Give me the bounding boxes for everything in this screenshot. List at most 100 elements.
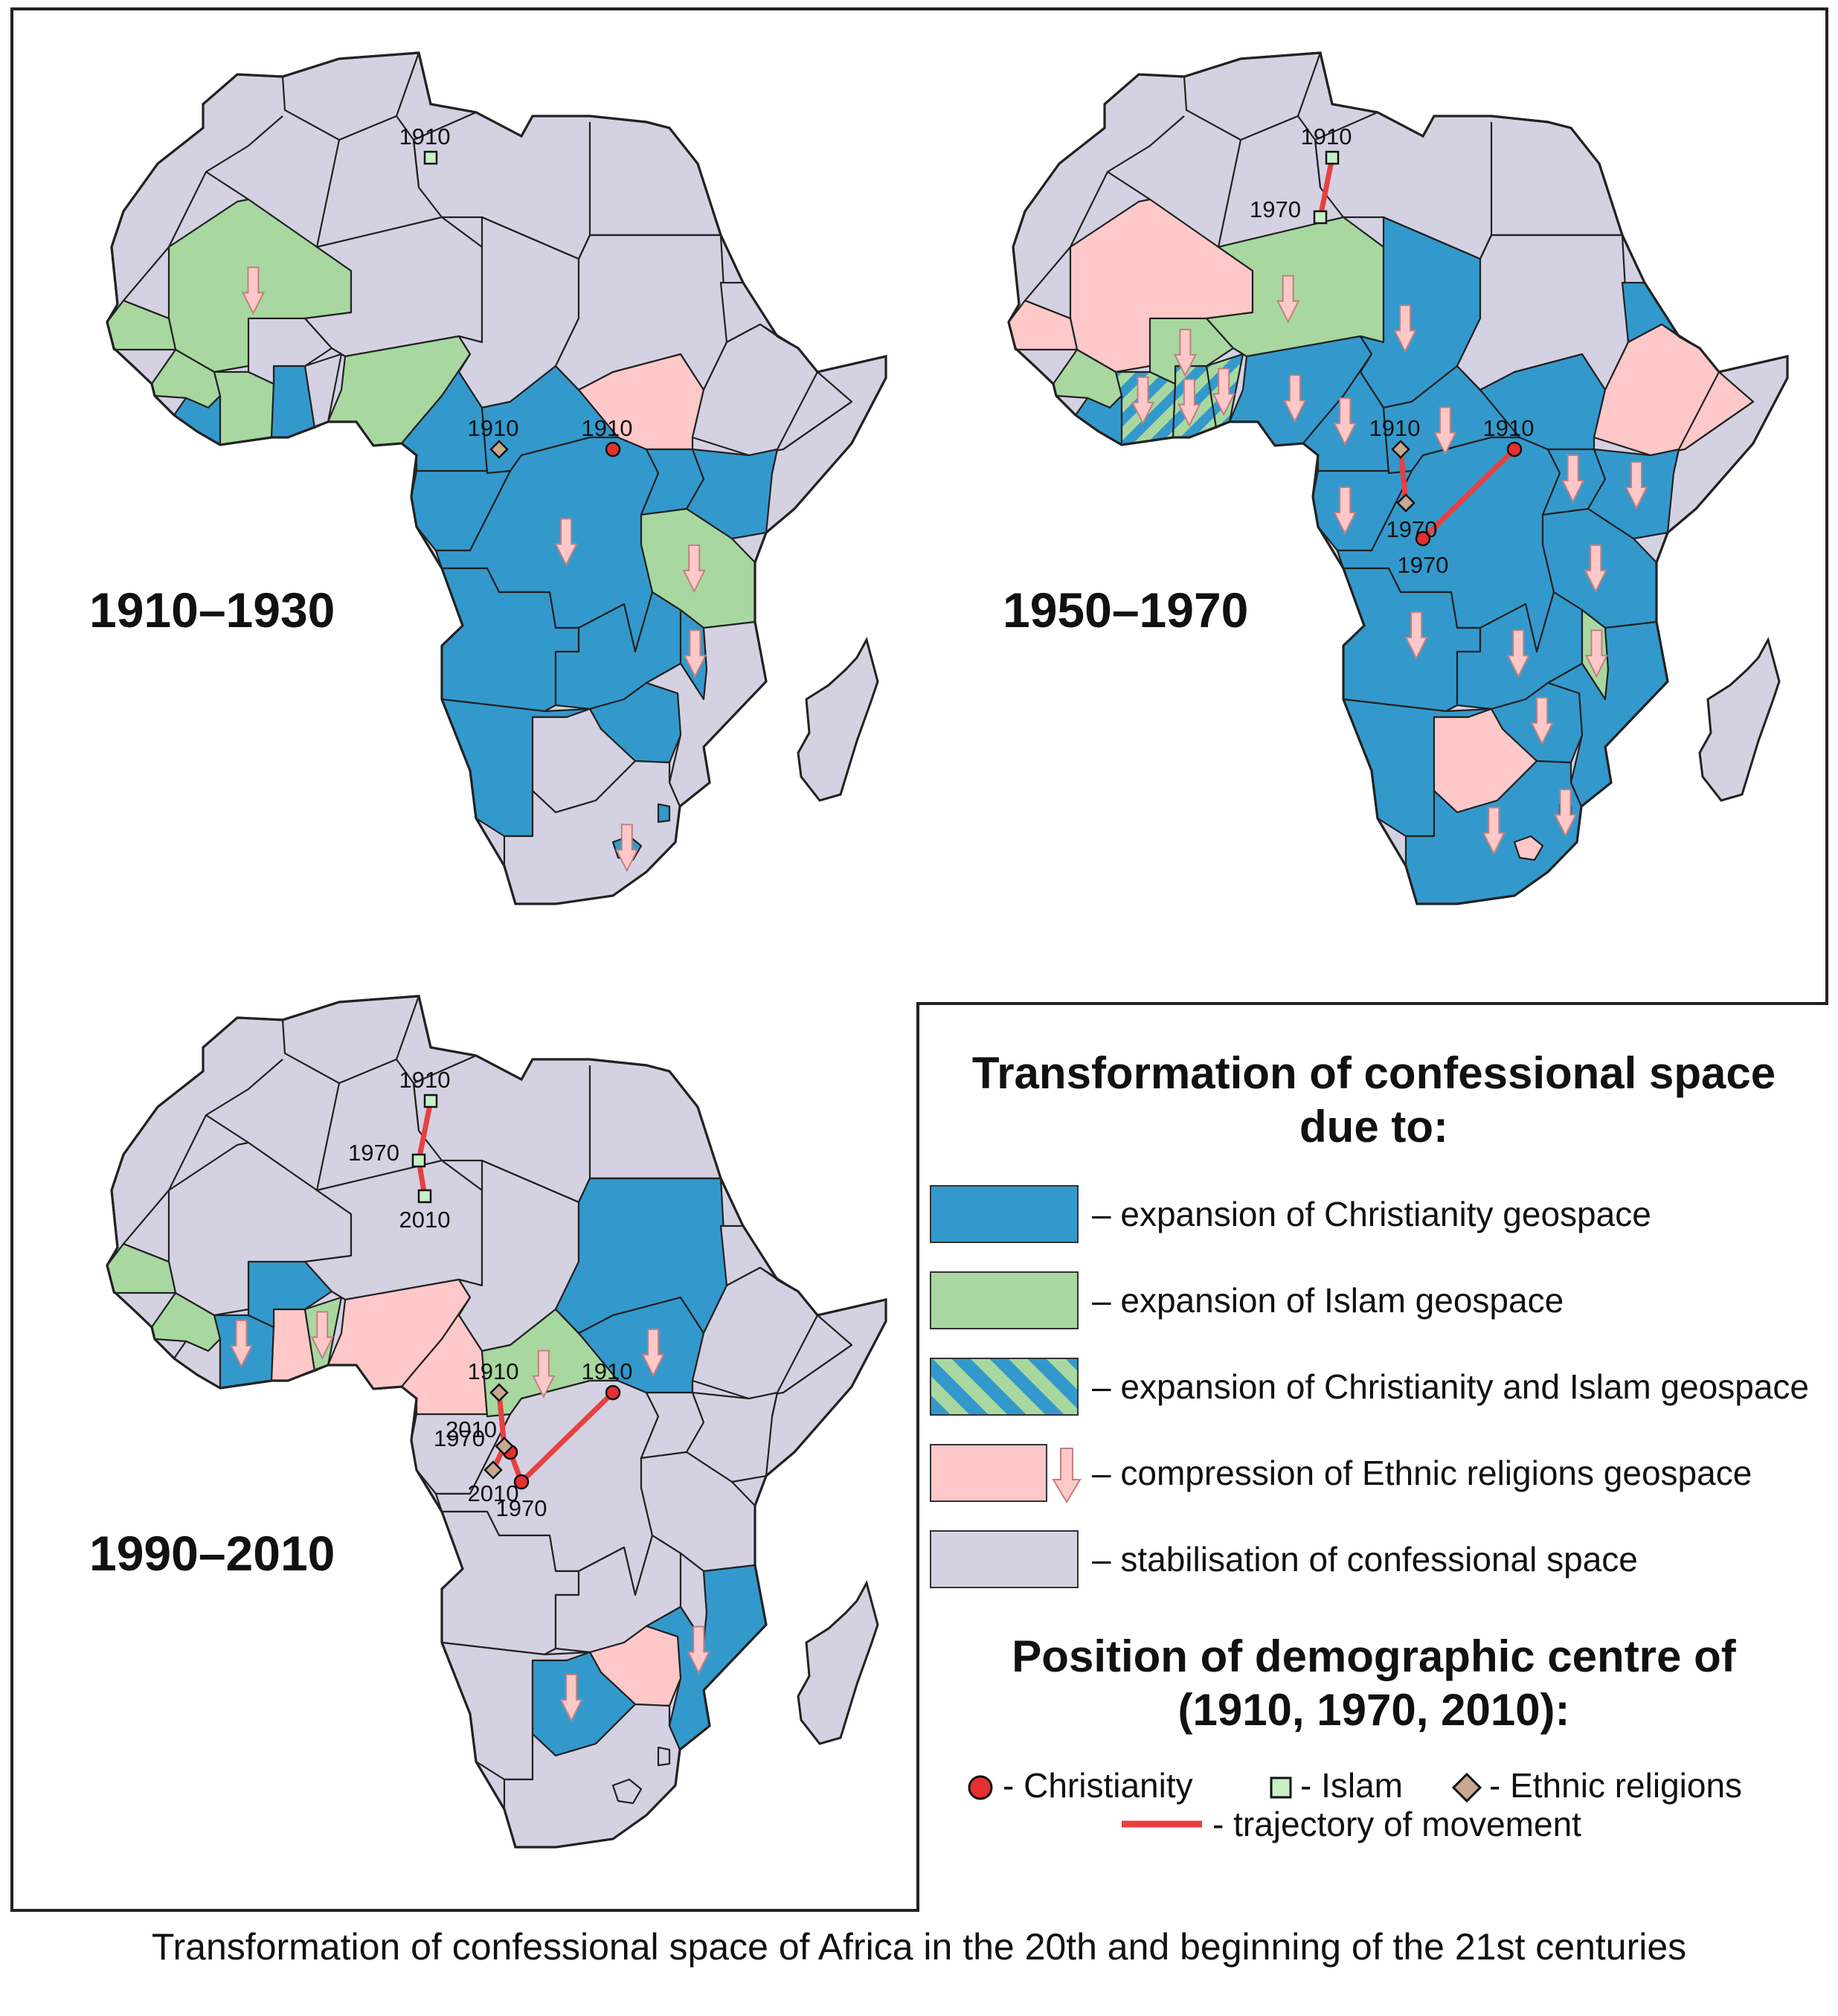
compression-arrow-icon — [687, 1625, 710, 1675]
compression-arrow-icon — [683, 629, 707, 678]
compression-arrow-icon — [1393, 304, 1417, 353]
centre-label: 2010 — [468, 1480, 519, 1506]
border-line — [1024, 246, 1071, 301]
compression-arrow-icon — [615, 824, 639, 873]
region-lesotho — [1513, 835, 1544, 861]
centre-ethnic-1970 — [495, 1436, 514, 1456]
compression-arrow-icon — [1553, 789, 1578, 838]
legend-label-mixed: – expansion of Christianity and Islam ge… — [1092, 1367, 1810, 1406]
border-line — [1672, 371, 1720, 474]
marker-label-ethnic: - Ethnic religions — [1489, 1766, 1743, 1805]
border-line — [783, 401, 852, 450]
islam-marker-icon — [1270, 1776, 1292, 1799]
period-label-1950-1970: 1950–1970 — [1003, 582, 1249, 638]
centre-label: 2010 — [399, 1207, 451, 1233]
compression-arrow-icon — [1433, 406, 1457, 455]
border-line — [412, 1054, 477, 1131]
map-1910-1930: 1910 1910 1910 — [106, 51, 887, 905]
mixed-swatch — [930, 1358, 1079, 1416]
period-label-1910-1930: 1910–1930 — [89, 582, 335, 638]
centre-christianity-1910 — [605, 1384, 621, 1401]
period-label-1990-2010: 1990–2010 — [89, 1526, 335, 1581]
legend-label-ethnic: – compression of Ethnic religions geospa… — [1092, 1454, 1752, 1492]
border-line — [442, 122, 591, 260]
stabilisation-swatch — [930, 1530, 1079, 1588]
centre-label: 1910 — [468, 415, 519, 441]
trajectory-islam — [1317, 157, 1335, 218]
border-line — [771, 1314, 818, 1417]
compression-arrow-icon — [1506, 629, 1530, 678]
centre-ethnic-2010 — [483, 1460, 503, 1480]
border-line — [1314, 111, 1378, 188]
legend-centre-title: Position of demographic centre of (1910,… — [1012, 1631, 1736, 1735]
trajectory-ethnic — [1398, 449, 1409, 504]
border-line — [123, 1242, 170, 1263]
compression-arrow-icon — [310, 1311, 334, 1360]
compression-arrow-icon — [1584, 544, 1607, 594]
coastline — [106, 51, 887, 905]
compression-arrow-icon — [1177, 378, 1201, 428]
marker-label-islam: - Islam — [1300, 1766, 1403, 1805]
centre-islam-1970 — [1313, 210, 1328, 225]
border-line — [783, 1344, 852, 1393]
border-line — [1217, 139, 1242, 248]
compression-arrow-icon — [1561, 455, 1585, 504]
coastline — [106, 995, 887, 1849]
region-burkina — [247, 317, 333, 385]
compression-arrow-icon — [554, 518, 578, 567]
ethnic-marker-icon — [1451, 1772, 1482, 1803]
centre-label: 1910 — [582, 415, 633, 441]
border-line — [123, 1190, 170, 1245]
region-swaziland — [657, 1746, 671, 1767]
compression-arrow-icon — [1052, 1448, 1082, 1503]
border-line — [442, 1065, 591, 1204]
compression-arrow-icon — [1482, 806, 1506, 855]
compression-arrow-icon — [1283, 374, 1307, 423]
compression-arrow-icon — [241, 266, 266, 315]
region-lesotho — [611, 1778, 643, 1805]
legend-label-stabilisation: – stabilisation of confessional space — [1092, 1540, 1638, 1579]
compression-arrow-icon — [1212, 367, 1235, 417]
christianity-swatch — [930, 1185, 1079, 1243]
compression-arrow-icon — [682, 544, 706, 594]
centre-label: 1970 — [1398, 552, 1449, 578]
ethnic-swatch — [930, 1444, 1047, 1502]
border-line — [205, 171, 249, 200]
border-line — [1343, 122, 1493, 260]
centre-label: 1910 — [399, 1067, 451, 1093]
legend-title: Transformation of confessional space due… — [971, 1048, 1776, 1152]
centre-label: 1970 — [434, 1425, 485, 1451]
border-line — [315, 1082, 341, 1191]
centre-ethnic-1970 — [1396, 493, 1416, 513]
centre-islam-1910 — [423, 1094, 438, 1108]
centre-islam-1910 — [1325, 150, 1340, 165]
compression-arrow-icon — [641, 1329, 665, 1378]
centre-ethnic-1910 — [1391, 440, 1410, 459]
region-burkina — [247, 1260, 333, 1329]
centre-label: 1910 — [582, 1358, 633, 1384]
centre-label: 1910 — [399, 123, 451, 150]
compression-arrow-icon — [1333, 397, 1357, 446]
centre-label: 1910 — [468, 1358, 519, 1384]
madagascar — [797, 636, 879, 802]
madagascar — [1698, 636, 1781, 802]
region-ivory — [213, 370, 275, 446]
centre-label: 1970 — [496, 1495, 547, 1521]
figure-caption: Transformation of confessional space of … — [151, 1926, 1687, 1968]
legend-label-christianity: – expansion of Christianity geospace — [1092, 1195, 1651, 1233]
madagascar — [797, 1579, 879, 1745]
centre-islam-2010 — [417, 1189, 432, 1204]
border-line — [315, 139, 341, 248]
border-line — [1070, 115, 1185, 248]
border-line — [205, 1114, 249, 1143]
centre-label: 1910 — [1369, 415, 1421, 441]
border-line — [412, 111, 477, 188]
coastline — [1007, 51, 1789, 905]
compression-arrow-icon — [1276, 275, 1300, 324]
border-line — [168, 1059, 283, 1191]
centre-christianity-1970 — [1415, 530, 1431, 547]
region-swaziland — [657, 803, 671, 824]
compression-arrow-icon — [559, 1674, 583, 1723]
compression-arrow-icon — [1404, 611, 1428, 661]
centre-label: 1970 — [1250, 196, 1301, 222]
